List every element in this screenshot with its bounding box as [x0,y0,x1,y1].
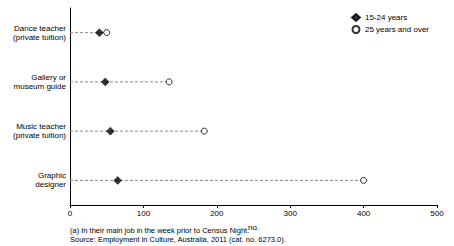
svg-text:0: 0 [68,209,73,218]
svg-text:400: 400 [357,209,371,218]
svg-text:no.: no. [248,223,259,232]
svg-text:Dance teacher: Dance teacher [14,24,66,33]
svg-text:15-24 years: 15-24 years [365,13,407,22]
svg-text:Gallery or: Gallery or [31,73,66,82]
svg-text:(a) In their main job in the w: (a) In their main job in the week prior … [70,226,249,235]
svg-text:200: 200 [210,209,224,218]
svg-text:100: 100 [137,209,151,218]
svg-text:(private tuition): (private tuition) [13,33,66,42]
svg-text:designer: designer [35,180,66,189]
svg-text:museum guide: museum guide [14,82,67,91]
svg-text:(private tuition): (private tuition) [13,131,66,140]
svg-text:300: 300 [284,209,298,218]
svg-text:25 years and over: 25 years and over [365,25,429,34]
svg-text:Graphic: Graphic [38,171,66,180]
svg-text:500: 500 [430,209,444,218]
svg-text:Source: Employment in Culture,: Source: Employment in Culture, Australia… [70,235,286,244]
svg-text:Music teacher: Music teacher [16,122,66,131]
